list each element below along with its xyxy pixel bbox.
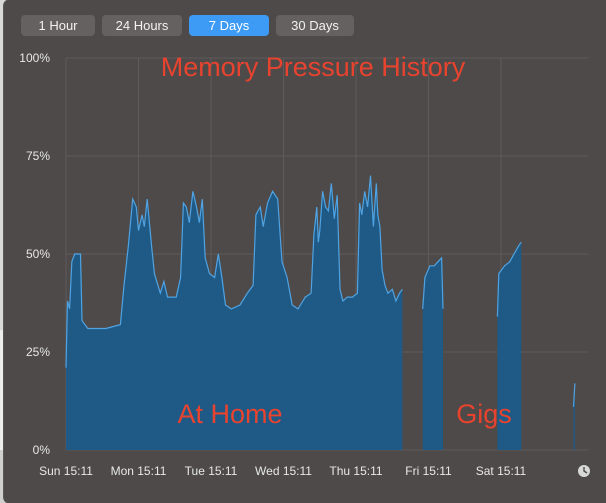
y-tick-label: 25% bbox=[26, 345, 50, 359]
y-tick-label: 75% bbox=[26, 149, 50, 163]
area-segment bbox=[497, 242, 522, 450]
memory-pressure-popover: 1 Hour 24 Hours 7 Days 30 Days 100% 75% 50… bbox=[4, 0, 606, 503]
y-tick-label: 0% bbox=[33, 443, 51, 457]
x-tick-label: Tue 15:11 bbox=[185, 464, 238, 478]
y-axis-ticks: 100% 75% 50% 25% 0% bbox=[19, 51, 50, 457]
y-tick-label: 50% bbox=[26, 247, 50, 261]
tab-30-days[interactable]: 30 Days bbox=[276, 15, 354, 36]
annotation-title: Memory Pressure History bbox=[161, 52, 466, 82]
tab-24-hours[interactable]: 24 Hours bbox=[102, 15, 182, 36]
x-tick-label: Fri 15:11 bbox=[405, 464, 452, 478]
memory-area-series bbox=[65, 175, 576, 450]
tab-7-days[interactable]: 7 Days bbox=[189, 15, 269, 36]
area-segment bbox=[66, 175, 403, 450]
backdrop-window-edge bbox=[0, 330, 6, 450]
x-tick-label: Thu 15:11 bbox=[329, 464, 382, 478]
x-tick-label: Wed 15:11 bbox=[255, 464, 312, 478]
tab-1-hour[interactable]: 1 Hour bbox=[21, 15, 95, 36]
backdrop-window-edge bbox=[0, 450, 6, 503]
memory-pressure-chart: 100% 75% 50% 25% 0% Sun 15:11 Mon 15:11 Tue 15… bbox=[19, 51, 590, 478]
line-segment bbox=[496, 241, 522, 317]
clock-icon[interactable] bbox=[578, 465, 590, 477]
line-segment bbox=[572, 383, 576, 407]
area-segment bbox=[573, 383, 575, 450]
annotation-gigs: Gigs bbox=[456, 399, 512, 429]
line-segment bbox=[65, 175, 403, 368]
x-tick-label: Mon 15:11 bbox=[111, 464, 167, 478]
x-axis-ticks: Sun 15:11 Mon 15:11 Tue 15:11 Wed 15:11 Thu … bbox=[39, 464, 526, 478]
x-tick-label: Sat 15:11 bbox=[476, 464, 527, 478]
y-tick-label: 100% bbox=[19, 51, 50, 65]
x-tick-label: Sun 15:11 bbox=[39, 464, 93, 478]
annotation-at-home: At Home bbox=[177, 399, 282, 429]
area-segment bbox=[422, 257, 443, 450]
line-segment bbox=[422, 256, 444, 309]
backdrop-window-edge bbox=[0, 0, 6, 330]
